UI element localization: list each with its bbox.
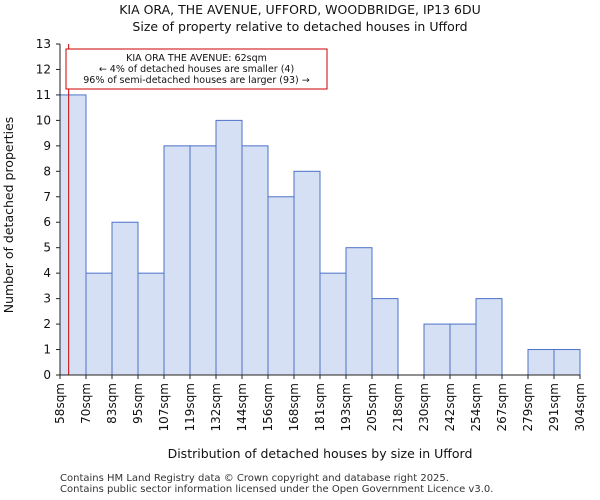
y-tick-label: 3: [43, 292, 51, 306]
x-tick-label: 279sqm: [521, 383, 535, 431]
bars-group: [59, 94, 581, 376]
x-tick-label: 70sqm: [79, 383, 93, 424]
x-tick-label: 95sqm: [131, 383, 145, 424]
bar-144sqm: [241, 145, 269, 376]
y-tick-label: 4: [43, 266, 51, 280]
x-tick-label: 218sqm: [391, 383, 405, 431]
y-tick-label: 0: [43, 368, 51, 382]
x-ticks-group: 58sqm 70sqm 83sqm 95sqm 107sqm 119sqm 132sqm 14…: [53, 375, 587, 431]
chart-title: KIA ORA, THE AVENUE, UFFORD, WOODBRIDGE,…: [119, 2, 481, 17]
x-tick-label: 132sqm: [209, 383, 223, 431]
bar-107sqm: [163, 145, 191, 376]
bar-156sqm: [267, 196, 295, 376]
footer-line-2: Contains public sector information licen…: [60, 484, 494, 495]
y-tick-label: 6: [43, 215, 51, 229]
y-tick-label: 13: [36, 37, 51, 51]
bar-254sqm: [475, 298, 503, 376]
y-tick-label: 5: [43, 241, 51, 255]
annotation-group: KIA ORA THE AVENUE: 62sqm ← 4% of detach…: [65, 48, 328, 90]
annotation-line-2: ← 4% of detached houses are smaller (4): [99, 64, 294, 75]
y-tick-label: 12: [36, 62, 51, 76]
bar-205sqm: [371, 298, 399, 376]
y-tick-label: 10: [36, 113, 51, 127]
x-tick-label: 83sqm: [105, 383, 119, 424]
x-tick-label: 304sqm: [573, 383, 587, 431]
y-tick-label: 9: [43, 139, 51, 153]
x-tick-label: 181sqm: [313, 383, 327, 431]
y-tick-label: 1: [43, 343, 51, 357]
x-tick-label: 156sqm: [261, 383, 275, 431]
y-axis-label: Number of detached properties: [1, 117, 16, 314]
bar-119sqm: [189, 145, 217, 376]
x-tick-label: 119sqm: [183, 383, 197, 431]
chart-subtitle: Size of property relative to detached ho…: [132, 19, 467, 34]
x-tick-label: 58sqm: [53, 383, 67, 424]
bar-95sqm: [137, 272, 165, 376]
x-tick-label: 144sqm: [235, 383, 249, 431]
annotation-box: [65, 48, 328, 90]
bar-132sqm: [215, 119, 243, 376]
bar-193sqm: [345, 247, 373, 376]
x-tick-label: 242sqm: [443, 383, 457, 431]
x-tick-label: 193sqm: [339, 383, 353, 431]
bar-181sqm: [319, 272, 347, 376]
x-tick-label: 230sqm: [417, 383, 431, 431]
bar-291sqm: [553, 349, 581, 376]
bar-83sqm: [111, 221, 139, 376]
annotation-line-1: KIA ORA THE AVENUE: 62sqm: [126, 53, 267, 64]
y-tick-label: 7: [43, 190, 51, 204]
y-tick-label: 11: [36, 88, 51, 102]
x-tick-label: 168sqm: [287, 383, 301, 431]
footer-line-1: Contains HM Land Registry data © Crown c…: [60, 473, 449, 484]
annotation-line-3: 96% of semi-detached houses are larger (…: [83, 75, 310, 86]
bar-168sqm: [293, 170, 321, 376]
y-tick-label: 8: [43, 164, 51, 178]
x-tick-label: 205sqm: [365, 383, 379, 431]
bar-242sqm: [449, 323, 477, 376]
y-tick-label: 2: [43, 317, 51, 331]
x-tick-label: 267sqm: [495, 383, 509, 431]
x-tick-label: 107sqm: [157, 383, 171, 431]
x-axis-label: Distribution of detached houses by size …: [168, 446, 473, 461]
x-tick-label: 254sqm: [469, 383, 483, 431]
bar-230sqm: [423, 323, 451, 376]
bar-58sqm: [59, 94, 87, 376]
bar-70sqm: [85, 272, 113, 376]
x-tick-label: 291sqm: [547, 383, 561, 431]
bar-279sqm: [527, 349, 555, 376]
